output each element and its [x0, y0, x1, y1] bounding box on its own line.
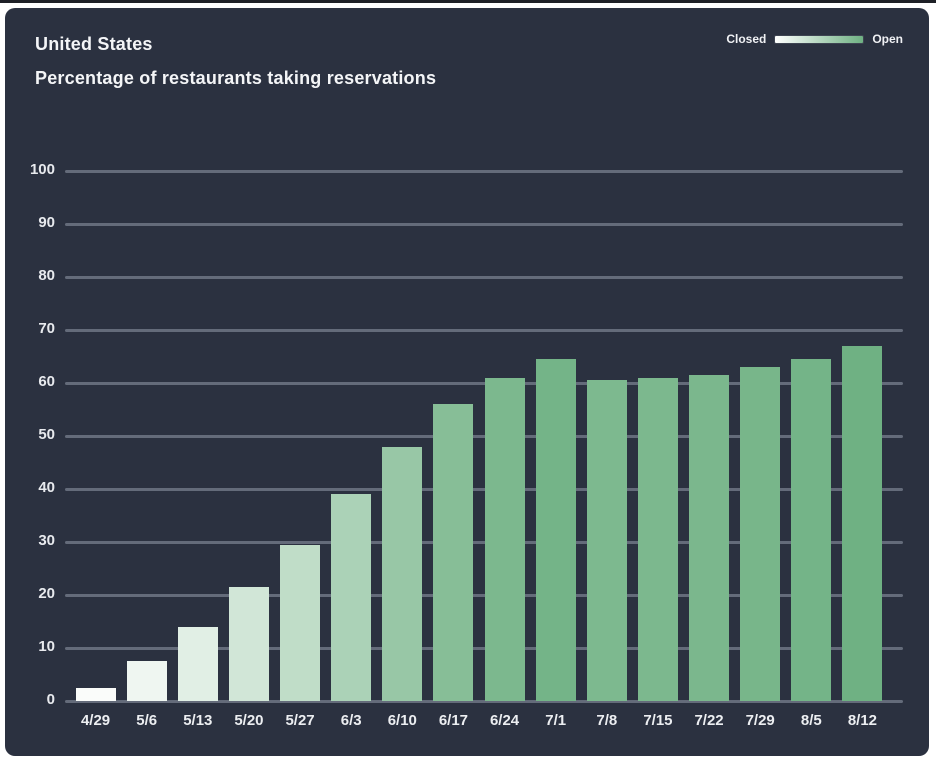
x-axis-tick-label: 4/29: [80, 712, 111, 729]
bar-5/6[interactable]: [126, 661, 167, 701]
gridline: [65, 276, 903, 279]
bar-slot: [786, 171, 837, 701]
y-axis-tick-label: 30: [38, 532, 55, 549]
gridline: [65, 435, 903, 438]
y-axis-tick-label: 20: [38, 585, 55, 602]
bar-6/24[interactable]: [484, 377, 525, 701]
y-axis-tick-label: 40: [38, 479, 55, 496]
bar-7/22[interactable]: [689, 375, 730, 701]
x-axis-tick-label: 5/13: [183, 712, 213, 729]
gridline: [65, 488, 903, 491]
chart-subtitle: Percentage of restaurants taking reserva…: [35, 68, 437, 88]
bars-container: [70, 171, 888, 701]
bar-7/1[interactable]: [535, 359, 576, 701]
bar-slot: [172, 171, 223, 701]
bar-6/17[interactable]: [433, 404, 474, 701]
bar-slot: [837, 171, 888, 701]
bar-slot: [377, 171, 428, 701]
bar-chart-plot-area: 0 10 20 30 40 50 60 70 80 90 100 4/29 5/6 5/13 5/20 5/…: [5, 8, 929, 756]
bar-slot: [223, 171, 274, 701]
x-axis-tick-label: 8/12: [847, 712, 878, 729]
chart-card: United States Percentage of restaurants …: [5, 8, 929, 756]
gridline: [65, 594, 903, 597]
x-axis-tick-label: 6/10: [387, 712, 417, 729]
x-axis-tick-label: 5/20: [234, 712, 264, 729]
bar-8/5[interactable]: [791, 359, 832, 701]
y-axis-tick-label: 80: [38, 267, 55, 284]
bar-5/20[interactable]: [228, 587, 269, 701]
bar-slot: [121, 171, 172, 701]
bar-4/29[interactable]: [75, 687, 116, 701]
bar-7/29[interactable]: [740, 367, 781, 701]
bar-slot: [428, 171, 479, 701]
gridline: [65, 541, 903, 544]
bar-slot: [275, 171, 326, 701]
x-axis-labels: 4/29 5/6 5/13 5/20 5/27 6/3 6/10 6/17 6/24 7/1 7/8…: [70, 708, 888, 736]
x-axis-tick-label: 7/8: [596, 712, 618, 729]
bar-8/12[interactable]: [842, 345, 883, 701]
x-axis-tick-label: 8/5: [800, 712, 822, 729]
y-axis-tick-label: 100: [29, 161, 55, 178]
x-axis-tick-label: 6/3: [340, 712, 362, 729]
gridline: [65, 223, 903, 226]
color-legend: Closed Open: [726, 32, 903, 46]
bar-slot: [530, 171, 581, 701]
top-border-line: [0, 0, 936, 3]
legend-gradient-swatch: [774, 34, 865, 44]
bar-slot: [632, 171, 683, 701]
bar-5/27[interactable]: [280, 544, 321, 701]
bar-6/10[interactable]: [382, 446, 423, 701]
bar-slot: [70, 171, 121, 701]
x-axis-tick-label: 6/24: [489, 712, 520, 729]
chart-title: United States: [35, 34, 153, 54]
bar-slot: [684, 171, 735, 701]
bar-7/15[interactable]: [637, 377, 678, 701]
x-axis-tick-label: 5/6: [136, 712, 158, 729]
legend-open-label: Open: [872, 32, 903, 46]
gridline: [65, 700, 903, 703]
bar-slot: [479, 171, 530, 701]
x-axis-tick-label: 7/15: [643, 712, 673, 729]
x-axis-tick-label: 7/22: [694, 712, 724, 729]
x-axis-tick-label: 6/17: [438, 712, 469, 729]
gridline: [65, 329, 903, 332]
y-axis-tick-label: 10: [38, 638, 55, 655]
legend-closed-label: Closed: [726, 32, 767, 46]
gridline: [65, 647, 903, 650]
gridline: [65, 382, 903, 385]
bar-7/8[interactable]: [586, 380, 627, 701]
gridline: [65, 170, 903, 173]
x-axis-tick-label: 5/27: [285, 712, 315, 729]
y-axis-tick-label: 0: [46, 691, 55, 708]
bar-6/3[interactable]: [331, 494, 372, 701]
bar-slot: [581, 171, 632, 701]
y-axis-tick-label: 50: [38, 426, 55, 443]
bar-5/13[interactable]: [177, 626, 218, 701]
y-axis-tick-label: 90: [38, 214, 55, 231]
y-axis-tick-label: 60: [38, 373, 55, 390]
x-axis-tick-label: 7/29: [745, 712, 775, 729]
bar-slot: [735, 171, 786, 701]
bar-slot: [326, 171, 377, 701]
x-axis-tick-label: 7/1: [545, 712, 567, 729]
y-axis-tick-label: 70: [38, 320, 55, 337]
